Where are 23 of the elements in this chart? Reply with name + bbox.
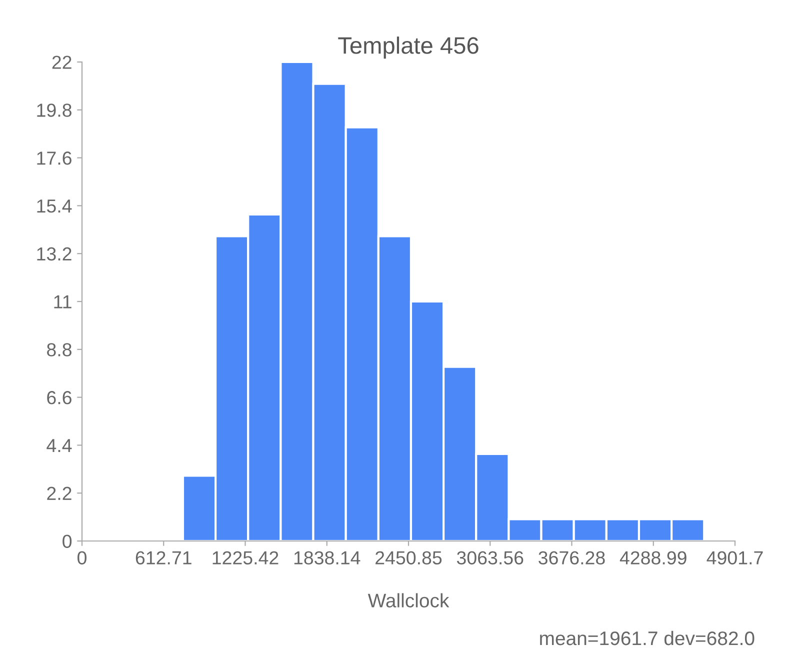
x-tick-label: 2450.85 — [376, 551, 442, 564]
text: mean=1961.7 dev=682.0 — [540, 630, 754, 646]
x-tick-label: 0 — [78, 551, 86, 564]
chart-title: Template 456 — [338, 36, 478, 59]
x-tick-label: 4901.7 — [706, 551, 763, 564]
y-tick-label: 22 — [52, 56, 72, 69]
x-tick-label: 3676.28 — [538, 551, 605, 564]
y-tick-label: 4.4 — [46, 439, 72, 452]
y-tick-label: 11 — [54, 295, 72, 308]
y-tick-label: 19.8 — [37, 104, 72, 117]
y-tick-label: 8.8 — [47, 343, 72, 356]
y-tick-label: 6.6 — [47, 391, 72, 404]
x-tick-label: 1225.42 — [212, 551, 278, 564]
x-axis-title: Wallclock — [368, 593, 450, 608]
y-tick-label: 2.2 — [47, 486, 72, 500]
x-tick-label: 3063.56 — [456, 551, 524, 564]
y-tick-label: 13.2 — [37, 247, 72, 261]
x-tick-label: 612.71 — [136, 551, 192, 564]
y-tick-label: 15.4 — [37, 200, 72, 213]
y-tick-label: 0 — [62, 534, 72, 548]
x-tick-label: 4288.99 — [620, 551, 686, 564]
y-tick-label: 17.6 — [37, 152, 72, 165]
x-tick-label: 1838.14 — [294, 551, 360, 564]
